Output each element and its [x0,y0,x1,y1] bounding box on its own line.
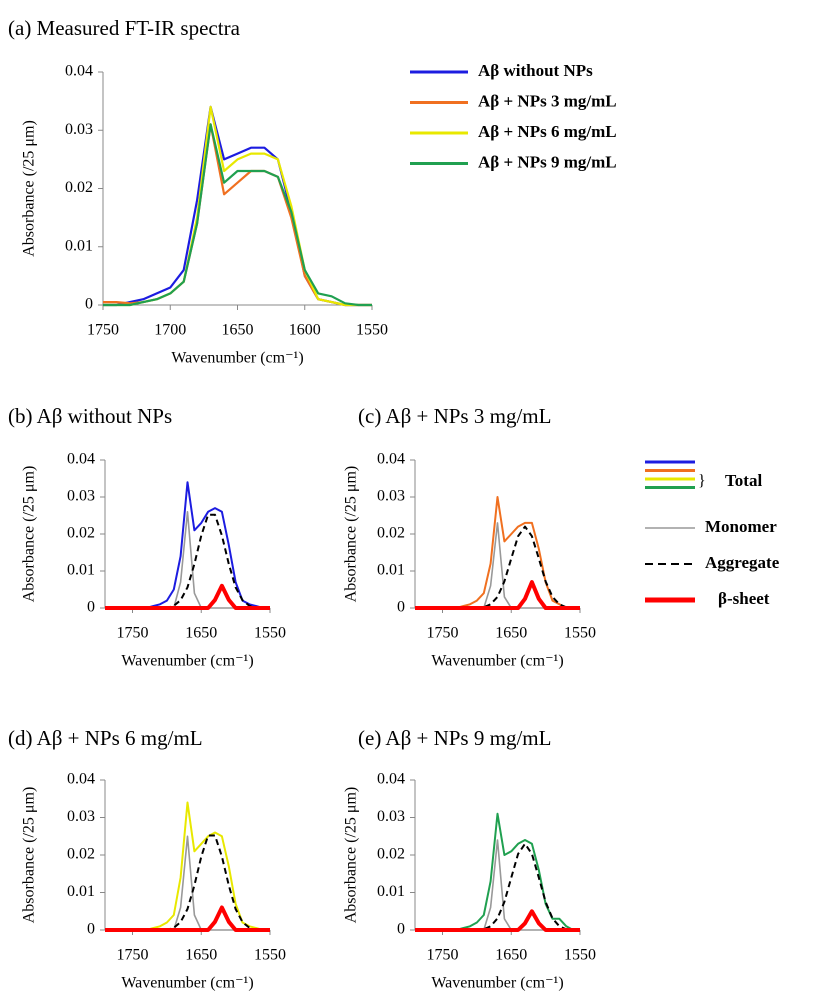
series-line [105,835,270,931]
series-line [103,105,372,307]
x-tick-label: 1650 [495,625,527,642]
chart-title: (c) Aβ + NPs 3 mg/mL [358,404,551,428]
x-tick-label: 1600 [289,322,321,339]
legend-brace: } [698,473,706,490]
y-axis-label: Absorbance (/25 μm) [21,466,38,603]
series-line [415,496,580,609]
y-tick-label: 0.02 [67,846,95,863]
series-line [415,839,580,931]
y-tick-label: 0.03 [65,121,93,138]
x-tick-label: 1750 [427,947,459,964]
y-tick-label: 0 [397,599,405,616]
y-tick-label: 0.03 [67,808,95,825]
x-tick-label: 1650 [185,947,217,964]
x-tick-label: 1550 [564,625,596,642]
x-tick-label: 1750 [117,947,149,964]
x-axis-label: Wavenumber (cm⁻¹) [121,653,253,670]
y-tick-label: 0.03 [377,488,405,505]
series-line [105,834,270,931]
x-axis-label: Wavenumber (cm⁻¹) [171,350,303,367]
x-tick-label: 1750 [427,625,459,642]
x-tick-label: 1700 [154,322,186,339]
legend-label: Aβ + NPs 9 mg/mL [478,152,617,171]
x-axis-label: Wavenumber (cm⁻¹) [121,975,253,992]
x-tick-label: 1550 [254,947,286,964]
legend-label: β-sheet [718,589,770,608]
y-tick-label: 0.02 [67,525,95,542]
y-tick-label: 0.03 [377,808,405,825]
legend-label: Aβ + NPs 3 mg/mL [478,91,617,110]
series-line [415,812,580,931]
series-line [103,105,372,307]
y-tick-label: 0 [85,296,93,313]
series-line [105,511,270,609]
series-line [105,583,270,610]
legend-label: Monomer [705,517,777,536]
y-tick-label: 0.01 [67,883,95,900]
y-tick-label: 0.02 [65,179,93,196]
x-tick-label: 1550 [254,625,286,642]
x-tick-label: 1550 [356,322,388,339]
y-tick-label: 0.03 [67,488,95,505]
y-tick-label: 0.04 [67,451,95,468]
y-tick-label: 0 [87,921,95,938]
x-tick-label: 1550 [564,947,596,964]
series-line [415,525,580,609]
x-tick-label: 1750 [117,625,149,642]
x-axis-label: Wavenumber (cm⁻¹) [431,975,563,992]
y-axis-label: Absorbance (/25 μm) [21,787,38,924]
y-tick-label: 0.04 [377,771,405,788]
series-line [103,123,372,307]
y-tick-label: 0.04 [67,771,95,788]
series-line [105,905,270,932]
y-axis-label: Absorbance (/25 μm) [343,466,360,603]
legend-label: Aggregate [705,553,780,572]
legend-label: Aβ without NPs [478,61,593,80]
y-tick-label: 0 [87,599,95,616]
legend-label: Total [725,471,762,490]
chart-title: (e) Aβ + NPs 9 mg/mL [358,726,551,750]
y-tick-label: 0.01 [377,562,405,579]
chart-title: (a) Measured FT-IR spectra [8,16,241,40]
x-tick-label: 1650 [222,322,254,339]
x-tick-label: 1750 [87,322,119,339]
y-tick-label: 0.04 [377,451,405,468]
series-line [415,580,580,610]
legend-label: Aβ + NPs 6 mg/mL [478,122,617,141]
y-axis-label: Absorbance (/25 μm) [343,787,360,924]
series-line [415,522,580,609]
y-tick-label: 0.01 [377,883,405,900]
y-tick-label: 0.02 [377,846,405,863]
x-tick-label: 1650 [495,947,527,964]
series-line [415,842,580,931]
y-tick-label: 0 [397,921,405,938]
series-line [105,513,270,609]
x-axis-label: Wavenumber (cm⁻¹) [431,653,563,670]
series-line [103,123,372,307]
y-axis-label: Absorbance (/25 μm) [21,120,38,257]
y-tick-label: 0.01 [67,562,95,579]
chart-title: (b) Aβ without NPs [8,404,172,428]
series-line [415,909,580,932]
y-tick-label: 0.02 [377,525,405,542]
x-tick-label: 1650 [185,625,217,642]
y-tick-label: 0.01 [65,237,93,254]
y-tick-label: 0.04 [65,63,93,80]
chart-title: (d) Aβ + NPs 6 mg/mL [8,726,203,750]
